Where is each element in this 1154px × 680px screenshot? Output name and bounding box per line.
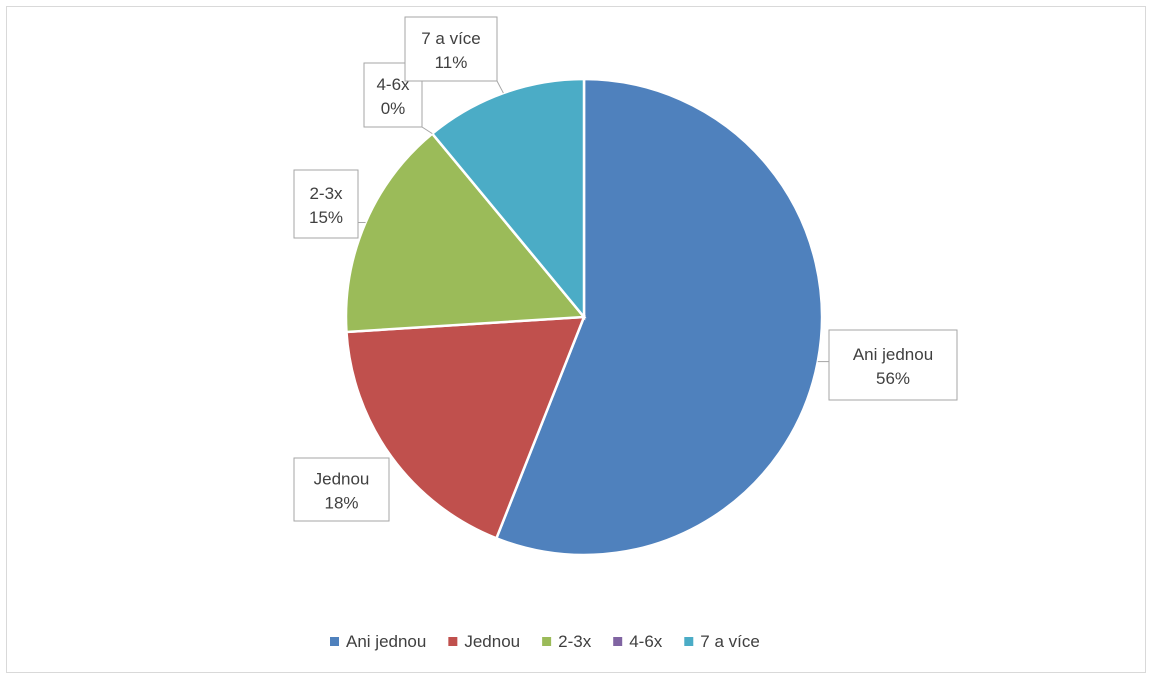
legend-swatch xyxy=(330,637,339,646)
data-label-2-3x: 2-3x 15% xyxy=(293,169,359,239)
legend-swatch xyxy=(613,637,623,646)
legend-item-ani-jednou: Ani jednou xyxy=(330,632,426,651)
callout-box xyxy=(293,457,390,522)
slice-2-3x xyxy=(344,131,587,334)
data-label-percent: 0% xyxy=(381,99,406,118)
data-label-percent: 11% xyxy=(435,53,468,72)
legend-label: Ani jednou xyxy=(346,632,426,651)
callout-box xyxy=(404,16,498,82)
data-label-jednou: Jednou 18% xyxy=(293,457,390,522)
legend-item-jednou: Jednou xyxy=(448,632,520,651)
data-label-percent: 56% xyxy=(876,369,910,388)
data-label-callouts: Ani jednou 56% Jednou 18% 2-3x 15% 4-6x 0% 7 a v… xyxy=(293,16,958,522)
legend-swatch xyxy=(542,637,552,646)
data-label-percent: 15% xyxy=(309,208,343,227)
data-label-category: 2-3x xyxy=(309,184,343,203)
legend-label: Jednou xyxy=(464,632,520,651)
leader-line-7-a-v-ce xyxy=(496,80,504,94)
data-label-ani-jednou: Ani jednou 56% xyxy=(828,329,958,401)
data-label-7-a-v-ce: 7 a více 11% xyxy=(404,16,498,82)
legend-swatch xyxy=(448,637,458,646)
leader-lines xyxy=(358,80,829,363)
slice-jednou xyxy=(345,315,586,540)
legend-item-4-6x: 4-6x xyxy=(613,632,663,651)
data-label-category: 4-6x xyxy=(376,75,410,94)
data-label-category: 7 a více xyxy=(421,29,481,48)
slice-7-a-v-ce xyxy=(430,77,586,321)
legend-item-2-3x: 2-3x xyxy=(542,632,592,651)
data-label-category: Ani jednou xyxy=(853,345,933,364)
callout-box xyxy=(293,169,359,239)
slice-ani-jednou xyxy=(494,77,824,557)
legend-swatch xyxy=(684,637,694,646)
legend-label: 2-3x xyxy=(558,632,592,651)
legend-label: 7 a více xyxy=(700,632,760,651)
legend-item-7-a-v-ce: 7 a více xyxy=(684,632,760,651)
leader-line-4-6x xyxy=(421,126,433,135)
data-label-category: Jednou xyxy=(314,470,370,489)
callout-box xyxy=(828,329,958,401)
legend-label: 4-6x xyxy=(629,632,663,651)
pie-slices xyxy=(344,77,824,557)
legend: Ani jednou Jednou 2-3x 4-6x 7 a více xyxy=(330,632,760,651)
data-label-percent: 18% xyxy=(324,494,358,513)
